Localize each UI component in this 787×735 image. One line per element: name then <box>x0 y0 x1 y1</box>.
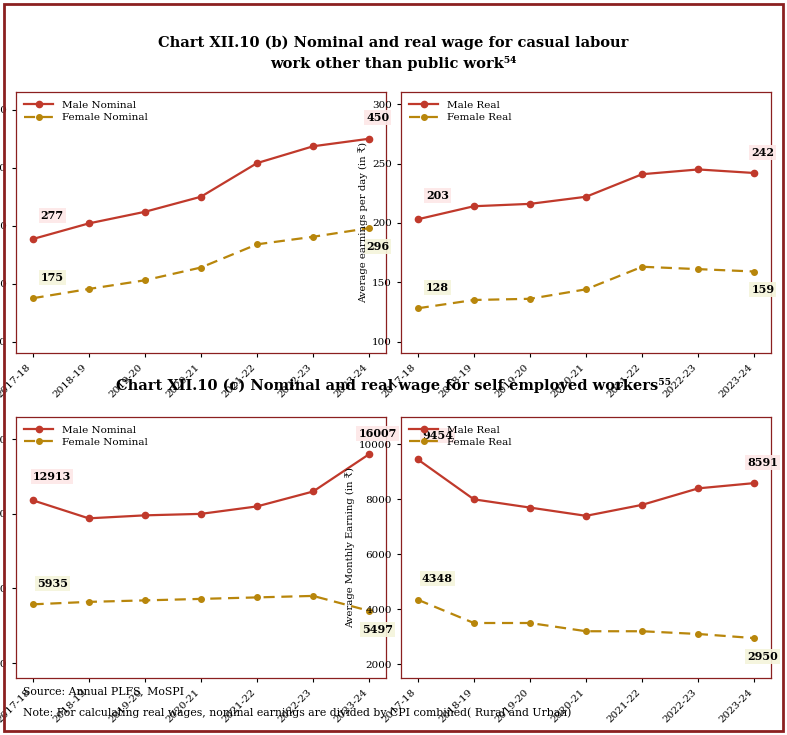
Text: 4348: 4348 <box>422 573 453 584</box>
Text: 5935: 5935 <box>37 578 68 589</box>
Text: 242: 242 <box>752 146 774 157</box>
Text: 2950: 2950 <box>748 651 778 662</box>
Y-axis label: Average earnings per day (in ₹): Average earnings per day (in ₹) <box>358 143 368 304</box>
Text: Note: For calculating real wages, nominal earnings are divided by CPI combined( : Note: For calculating real wages, nomina… <box>24 708 571 718</box>
Legend: Male Nominal, Female Nominal: Male Nominal, Female Nominal <box>21 98 150 126</box>
Text: 16007: 16007 <box>359 428 397 439</box>
Legend: Male Real, Female Real: Male Real, Female Real <box>406 98 515 126</box>
Text: Chart XII.10 (c) Nominal and real wage for self employed workers⁵⁵: Chart XII.10 (c) Nominal and real wage f… <box>116 378 671 392</box>
Text: Source: Annual PLFS, MoSPI: Source: Annual PLFS, MoSPI <box>24 686 184 697</box>
Text: 203: 203 <box>426 190 449 201</box>
Text: 450: 450 <box>366 112 390 123</box>
Text: 12913: 12913 <box>33 471 72 482</box>
Text: 128: 128 <box>426 282 449 293</box>
Text: 277: 277 <box>41 210 64 221</box>
Text: Chart XII.10 (b) Nominal and real wage for casual labour
work other than public : Chart XII.10 (b) Nominal and real wage f… <box>158 36 629 71</box>
Text: 8591: 8591 <box>748 456 778 467</box>
Y-axis label: Average Monthly Earning (in ₹): Average Monthly Earning (in ₹) <box>345 467 355 628</box>
Text: 9454: 9454 <box>422 431 453 442</box>
Legend: Male Real, Female Real: Male Real, Female Real <box>406 422 515 450</box>
Text: 5497: 5497 <box>362 624 394 634</box>
Legend: Male Nominal, Female Nominal: Male Nominal, Female Nominal <box>21 422 150 450</box>
Text: 175: 175 <box>41 272 64 283</box>
Text: 159: 159 <box>752 284 774 295</box>
Text: 296: 296 <box>366 241 390 252</box>
